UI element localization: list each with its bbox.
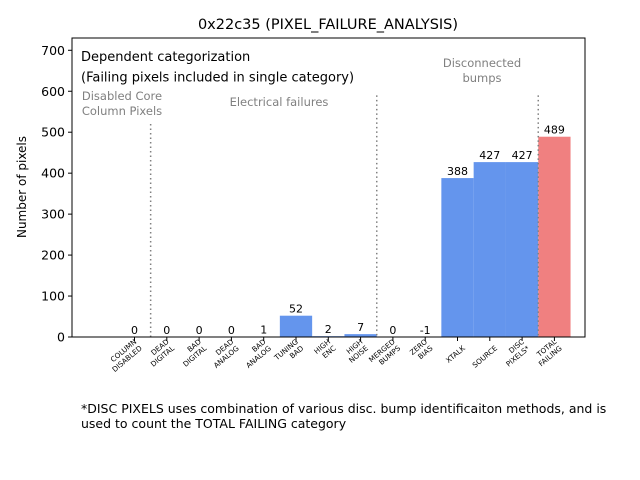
data-label: -1 (420, 324, 431, 337)
x-tick-label: XTALK (444, 343, 467, 364)
data-label: 0 (131, 324, 138, 337)
x-tick-label: COLUMNDISABLED (105, 337, 144, 374)
data-label: 0 (389, 324, 396, 337)
data-label: 427 (479, 149, 500, 162)
footnote: *DISC PIXELS uses combination of various… (81, 401, 607, 431)
data-label: 0 (163, 324, 170, 337)
group-label: Disconnected bumps (443, 56, 521, 85)
x-tick-label: DEADDIGITAL (143, 337, 176, 369)
x-tick-label: DISCPIXELS* (499, 337, 532, 369)
bar (473, 162, 506, 337)
x-tick-label: SOURCE (471, 343, 500, 369)
x-tick-label: TUNINGBAD (272, 337, 306, 369)
bar (279, 315, 313, 337)
y-tick-label: 300 (41, 207, 65, 222)
x-tick-label: ZEROBIAS (408, 337, 435, 364)
bar (344, 334, 377, 337)
x-tick-label: HIGHNOISE (342, 337, 371, 365)
group-label: Electrical failures (230, 95, 329, 109)
data-label: 52 (289, 303, 303, 316)
x-tick-label: MERGEDBUMPS (367, 337, 403, 371)
x-tick-label: BADANALOG (239, 337, 274, 370)
x-tick-label: DEADANALOG (206, 337, 241, 370)
y-axis-label: Number of pixels (15, 136, 29, 238)
annotation-line: (Failing pixels included in single categ… (81, 71, 354, 86)
x-tick-label: HIGHENC (312, 337, 337, 362)
y-tick-label: 700 (41, 43, 65, 58)
bar (441, 178, 474, 337)
data-label: 489 (544, 124, 565, 137)
chart-title: 0x22c35 (PIXEL_FAILURE_ANALYSIS) (198, 17, 458, 33)
plot-frame (71, 37, 586, 338)
y-tick-label: 600 (41, 84, 65, 99)
x-tick-label: BADDIGITAL (176, 337, 209, 369)
bar (505, 162, 539, 337)
y-tick-label: 500 (41, 125, 65, 140)
y-tick-label: 400 (41, 166, 65, 181)
data-label: 1 (260, 324, 267, 337)
y-tick-label: 100 (41, 289, 65, 304)
data-label: 7 (357, 321, 364, 334)
data-label: 427 (512, 149, 533, 162)
data-label: 0 (196, 324, 203, 337)
group-label: Disabled Core Column Pixels (82, 89, 162, 118)
y-tick-label: 0 (57, 330, 65, 345)
x-tick-label: TOTALFAILING (531, 337, 563, 368)
annotation-line: Dependent categorization (81, 50, 250, 65)
data-label: 388 (447, 165, 468, 178)
pixel-failure-chart: 0x22c35 (PIXEL_FAILURE_ANALYSIS) Number … (15, 17, 586, 374)
bar (538, 136, 571, 337)
data-label: 0 (228, 324, 235, 337)
data-label: 2 (325, 323, 332, 336)
y-tick-label: 200 (41, 248, 65, 263)
